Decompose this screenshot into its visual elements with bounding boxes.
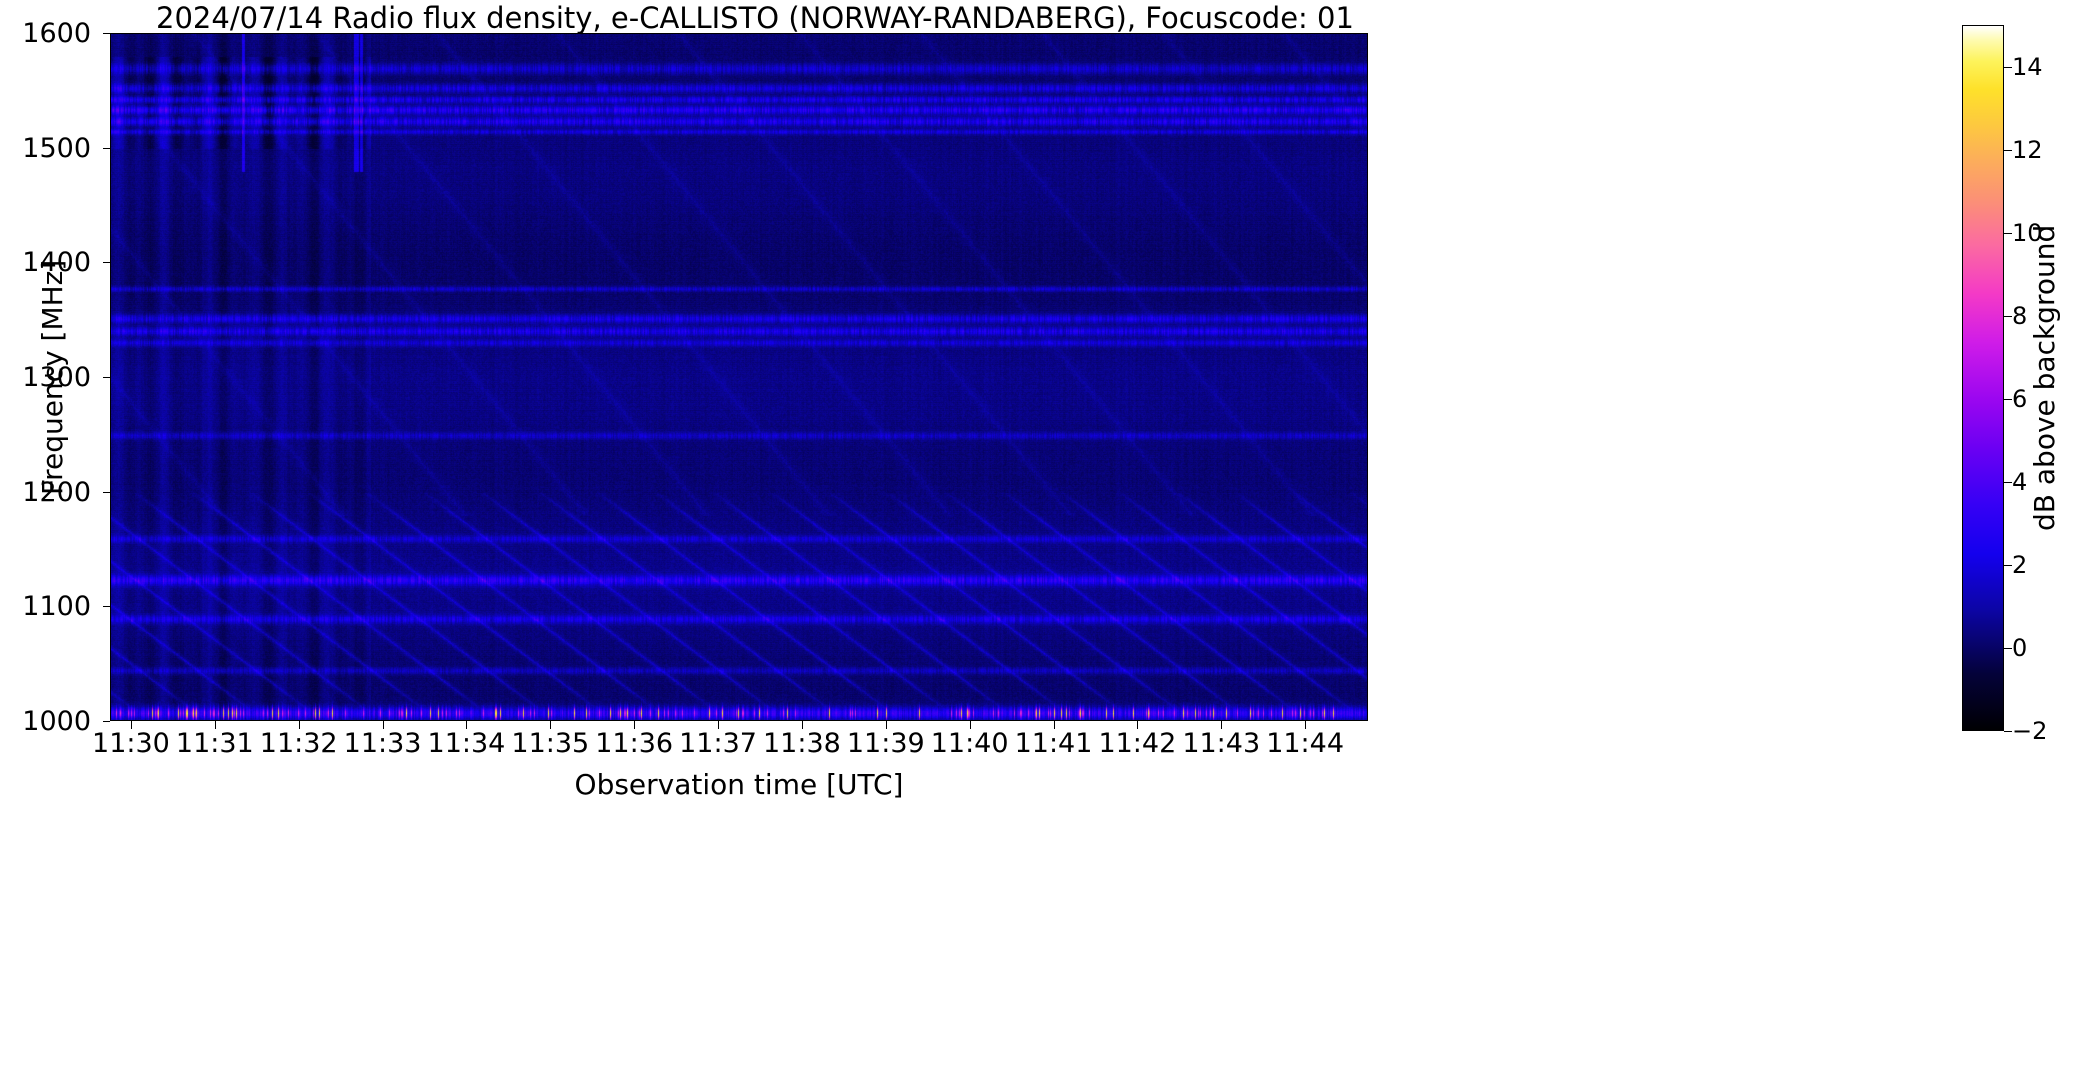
x-tick-label: 11:36: [595, 728, 674, 759]
colorbar-tick-label: 0: [2012, 633, 2028, 662]
y-tick-mark: [103, 491, 110, 493]
x-tick-mark: [885, 721, 887, 729]
colorbar-tick-mark: [2004, 149, 2012, 151]
y-tick-mark: [103, 147, 110, 149]
y-tick-label: 1600: [22, 18, 91, 49]
x-tick-mark: [214, 721, 216, 729]
y-tick-label: 1400: [22, 247, 91, 279]
x-tick-label: 11:34: [427, 728, 506, 759]
colorbar-tick-label: −2: [2012, 717, 2048, 745]
x-axis-label: Observation time [UTC]: [574, 768, 904, 801]
y-tick-label: 1200: [22, 476, 91, 508]
spectrogram-plot-area[interactable]: [110, 33, 1368, 721]
x-tick-label: 11:30: [92, 728, 170, 759]
y-tick-label: 1100: [22, 591, 91, 623]
x-tick-label: 11:37: [679, 728, 757, 759]
colorbar-tick-mark: [2004, 66, 2012, 68]
colorbar-tick-label: 12: [2012, 135, 2043, 164]
x-tick-label: 11:42: [1098, 728, 1177, 759]
y-tick-mark: [103, 377, 110, 378]
y-tick-label: 1500: [22, 132, 91, 164]
y-tick-label: 1000: [22, 706, 91, 737]
x-tick-mark: [1137, 721, 1139, 729]
colorbar-label: dB above background: [2028, 224, 2061, 531]
colorbar-tick-mark: [2004, 731, 2012, 732]
colorbar-tick-mark: [2004, 232, 2012, 234]
x-tick-mark: [801, 721, 803, 729]
x-tick-mark: [718, 721, 720, 729]
colorbar-tick-label: 4: [2012, 467, 2028, 496]
colorbar-tick-label: 8: [2012, 301, 2028, 330]
colorbar-tick-mark: [2004, 315, 2012, 317]
x-tick-mark: [1053, 721, 1055, 729]
colorbar-tick-label: 6: [2012, 384, 2028, 413]
x-tick-mark: [1305, 721, 1307, 729]
x-tick-mark: [550, 721, 552, 729]
x-tick-label: 11:38: [762, 728, 841, 759]
colorbar: −2 0 2 4 6 8 10 12 14 dB above background: [1962, 25, 2061, 743]
x-tick-label: 11:35: [511, 728, 590, 759]
x-tick-mark: [634, 721, 636, 729]
y-tick-mark: [103, 721, 110, 722]
x-tick-mark: [298, 721, 300, 729]
page-title: 2024/07/14 Radio flux density, e-CALLIST…: [156, 1, 1354, 35]
x-tick-mark: [130, 721, 132, 729]
x-tick-label: 11:40: [930, 728, 1009, 759]
y-tick-label: 1300: [22, 362, 91, 393]
y-tick-mark: [103, 33, 110, 34]
x-tick-label: 11:41: [1014, 728, 1093, 759]
colorbar-tick-mark: [2004, 481, 2012, 483]
x-tick-label: 11:33: [343, 728, 422, 759]
y-tick-mark: [103, 262, 110, 264]
colorbar-tick-label: 2: [2012, 550, 2028, 579]
x-tick-mark: [1221, 721, 1223, 729]
x-tick-label: 11:31: [175, 728, 254, 759]
x-tick-mark: [382, 721, 384, 729]
spectrogram-image: [111, 34, 1367, 720]
colorbar-tick-mark: [2004, 398, 2012, 400]
colorbar-tick-mark: [2004, 647, 2012, 649]
x-tick-label: 11:44: [1266, 728, 1344, 759]
x-tick-mark: [969, 721, 971, 729]
y-tick-mark: [103, 606, 110, 608]
colorbar-tick-label: 10: [2012, 218, 2043, 247]
x-tick-label: 11:39: [846, 728, 925, 759]
colorbar-gradient: [1962, 25, 2004, 731]
colorbar-tick-mark: [2004, 564, 2012, 566]
x-tick-mark: [466, 721, 468, 729]
x-tick-label: 11:43: [1182, 728, 1261, 759]
x-tick-label: 11:32: [259, 728, 338, 759]
colorbar-tick-label: 14: [2012, 52, 2043, 81]
plot-axes: Frequency [MHz] 1000 1100 1200 1300 1400 1500…: [22, 20, 1368, 801]
